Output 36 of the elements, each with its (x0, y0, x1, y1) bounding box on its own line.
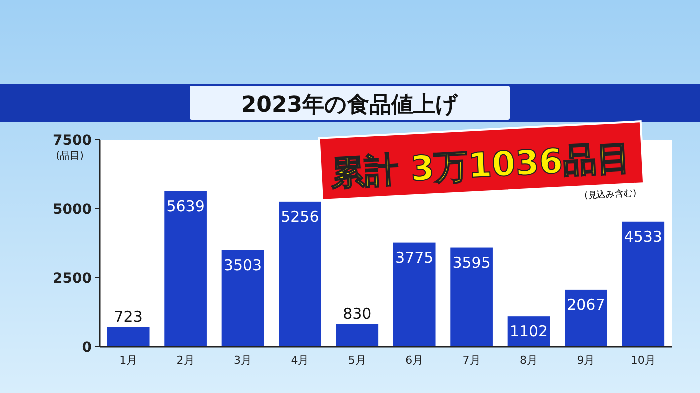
data-label: 723 (114, 308, 143, 326)
x-tick-label: 10月 (630, 354, 656, 367)
y-tick-label: 5000 (53, 202, 92, 218)
y-tick-label: 7500 (53, 133, 92, 149)
y-tick-label: 2500 (53, 271, 92, 287)
x-tick-label: 4月 (291, 354, 310, 367)
bar (164, 191, 207, 347)
bar (336, 324, 379, 347)
x-tick-label: 2月 (176, 354, 195, 367)
x-tick-label: 7月 (462, 354, 481, 367)
x-tick-label: 9月 (577, 354, 596, 367)
y-axis-title: (品目) (56, 151, 84, 162)
data-label: 4533 (624, 228, 662, 246)
data-label: 5256 (281, 208, 320, 226)
x-tick-label: 5月 (348, 354, 366, 367)
data-label: 5639 (166, 197, 205, 216)
bar (222, 250, 264, 347)
chart-title: 2023年の食品値上げ (241, 93, 459, 118)
x-tick-label: 3月 (234, 354, 252, 367)
bar (450, 248, 493, 347)
bar (107, 327, 150, 347)
data-label: 830 (343, 305, 372, 324)
data-label: 3775 (396, 248, 434, 267)
data-label: 2067 (567, 296, 606, 314)
bar (393, 242, 436, 347)
bar (565, 290, 608, 347)
x-tick-label: 1月 (120, 354, 138, 367)
data-label: 3595 (452, 254, 491, 272)
x-tick-label: 8月 (520, 354, 538, 367)
bar (279, 202, 322, 347)
y-tick-label: 0 (82, 340, 92, 356)
data-label: 1102 (510, 322, 548, 341)
data-label: 3503 (224, 256, 262, 274)
annotation: (見込み含む) (584, 188, 637, 202)
bar (622, 222, 665, 347)
x-tick-label: 6月 (406, 354, 424, 367)
